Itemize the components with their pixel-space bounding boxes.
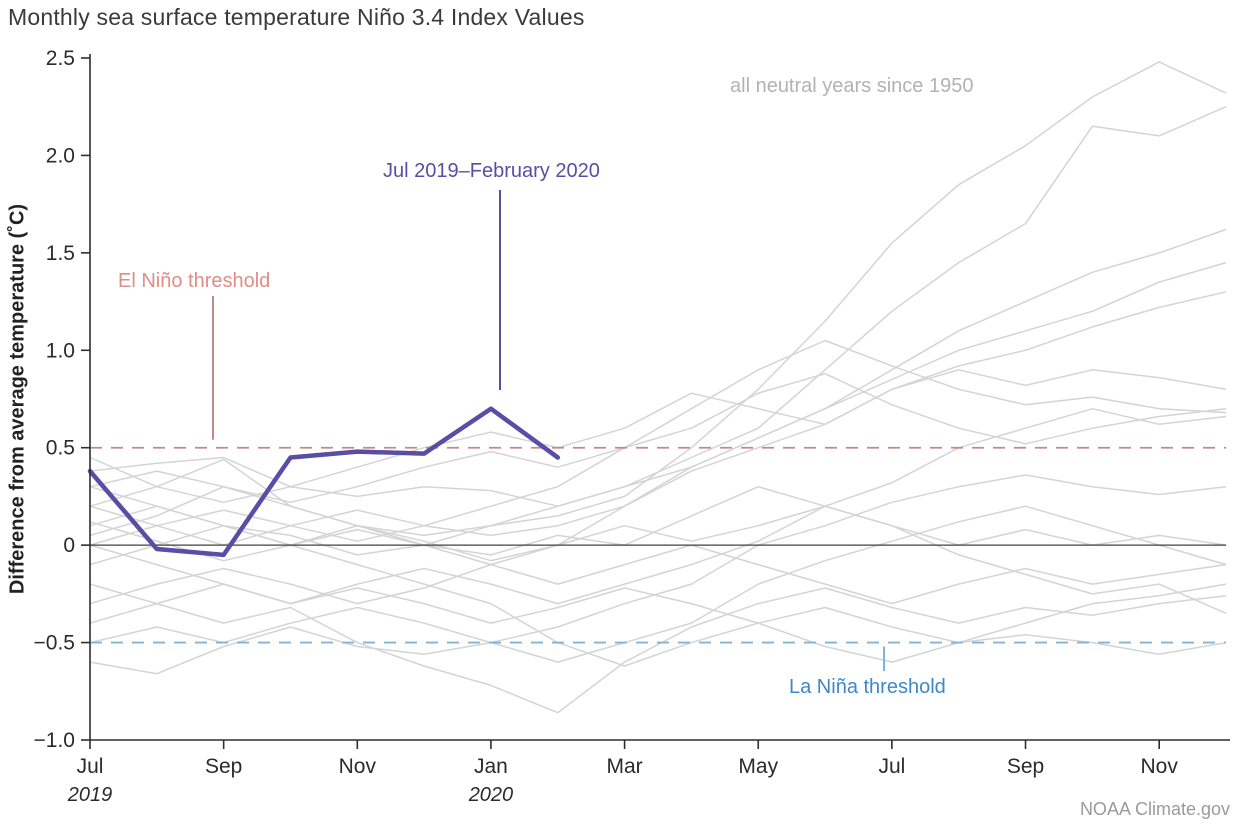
- neutral-year-line: [89, 583, 1227, 714]
- x-year-label: 2019: [67, 784, 113, 806]
- x-tick-label: Nov: [339, 755, 377, 778]
- source-credit: NOAA Climate.gov: [1079, 799, 1230, 819]
- neutral-years-label: all neutral years since 1950: [730, 75, 974, 97]
- x-tick-label: Jan: [474, 755, 508, 778]
- x-tick-label: Sep: [205, 755, 242, 778]
- neutral-year-line: [89, 485, 1227, 614]
- y-tick-label: 1.5: [46, 242, 75, 265]
- x-tick-label: Mar: [607, 755, 643, 778]
- chart-title: Monthly sea surface temperature Niño 3.4…: [8, 4, 585, 30]
- y-tick-label: −0.5: [34, 632, 75, 655]
- neutral-year-line: [89, 339, 1227, 546]
- neutral-year-line: [89, 61, 1227, 537]
- y-tick-label: 2.0: [46, 144, 75, 167]
- y-tick-label: 0.5: [46, 437, 75, 460]
- highlight-line: [87, 406, 561, 558]
- neutral-year-line: [89, 228, 1227, 566]
- y-tick-label: −1.0: [34, 729, 75, 752]
- neutral-year-line: [89, 474, 1227, 644]
- y-tick-label: 2.5: [46, 47, 75, 70]
- x-year-label: 2020: [468, 784, 514, 806]
- y-tick-label: 1.0: [46, 339, 75, 362]
- highlight-series-label: Jul 2019–February 2020: [383, 160, 600, 182]
- x-tick-label: Jul: [878, 755, 905, 778]
- neutral-year-line: [89, 369, 1227, 507]
- x-tick-label: Nov: [1140, 755, 1178, 778]
- la-nina-threshold-label: La Niña threshold: [789, 676, 946, 698]
- neutral-year-line: [89, 372, 1227, 504]
- neutral-year-line: [89, 456, 1227, 605]
- neutral-year-line: [89, 544, 1227, 656]
- x-tick-label: Sep: [1007, 755, 1044, 778]
- y-axis-title: Difference from average temperature (˚C): [6, 203, 29, 595]
- neutral-year-line: [89, 291, 1227, 605]
- y-tick-label: 0: [63, 534, 75, 557]
- neutral-year-line: [89, 407, 1227, 624]
- neutral-year-line: [89, 505, 1227, 562]
- neutral-year-line: [89, 505, 1227, 675]
- x-tick-label: May: [738, 755, 778, 778]
- el-nino-threshold-label: El Niño threshold: [118, 270, 271, 292]
- neutral-year-line: [89, 106, 1227, 507]
- x-tick-label: Jul: [77, 755, 104, 778]
- neutral-year-line: [89, 261, 1227, 546]
